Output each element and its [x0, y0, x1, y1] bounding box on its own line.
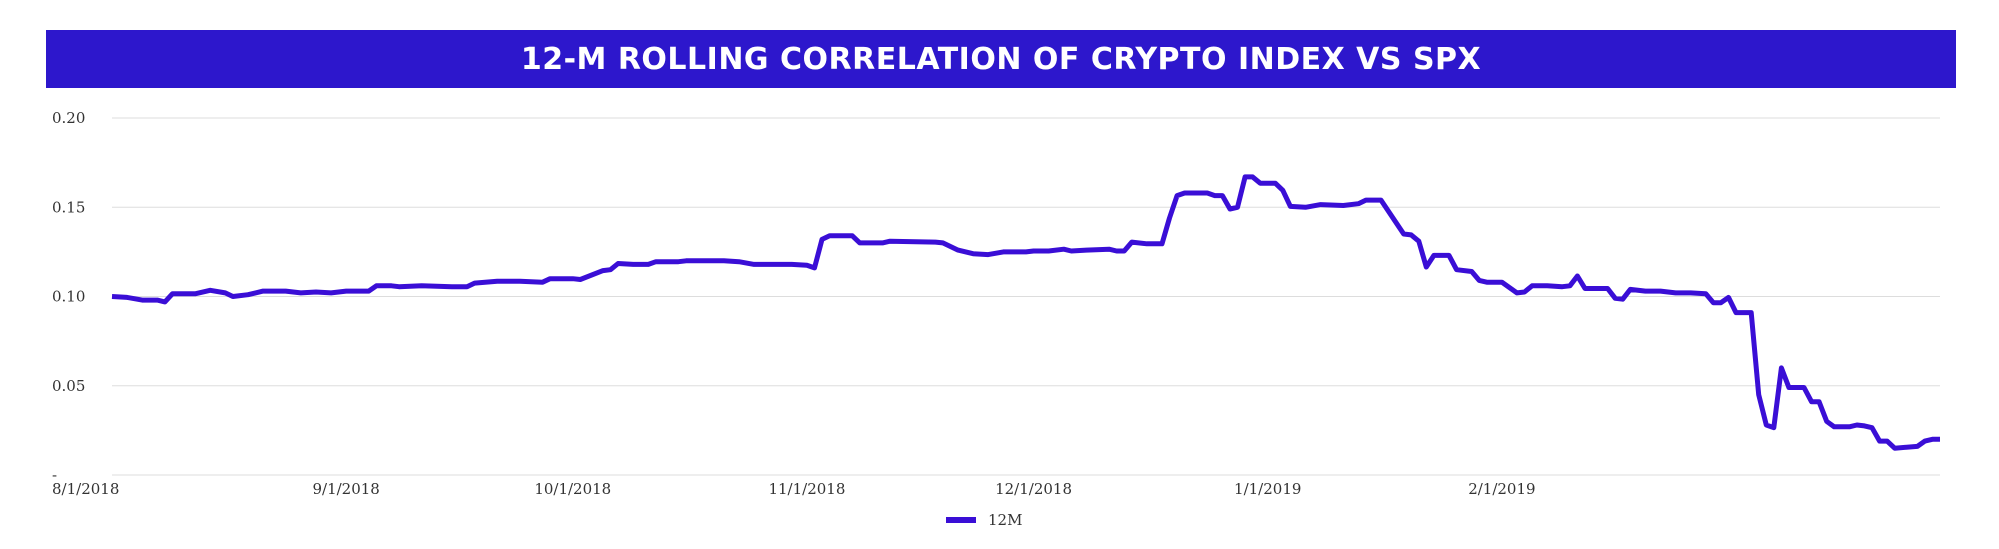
- x-tick-label-5: 1/1/2019: [1234, 480, 1301, 498]
- legend-label-12M: 12M: [988, 511, 1022, 529]
- chart-title: 12-M ROLLING CORRELATION OF CRYPTO INDEX…: [520, 41, 1482, 77]
- chart-title-bar: 12-M ROLLING CORRELATION OF CRYPTO INDEX…: [46, 30, 1956, 88]
- y-tick-label-2: 0.10: [52, 288, 85, 306]
- x-tick-label-2: 10/1/2018: [534, 480, 611, 498]
- x-tick-label-4: 12/1/2018: [995, 480, 1072, 498]
- y-tick-label-4: 0.20: [52, 109, 85, 127]
- y-tick-label-0: -: [52, 466, 57, 484]
- grid: [112, 117, 1940, 476]
- y-axis-ticks: - 0.05 0.10 0.15 0.20: [52, 109, 85, 484]
- legend-swatch-12M: [946, 517, 976, 523]
- legend: 12M: [946, 511, 1022, 529]
- y-tick-label-3: 0.15: [52, 198, 85, 216]
- series-layer: [111, 174, 1940, 451]
- series-line-12M: [111, 174, 1940, 451]
- y-tick-label-1: 0.05: [52, 377, 85, 395]
- x-tick-label-1: 9/1/2018: [312, 480, 379, 498]
- x-axis-ticks: 8/1/2018 9/1/2018 10/1/2018 11/1/2018 12/1/2…: [52, 480, 1536, 498]
- x-tick-label-0: 8/1/2018: [52, 480, 119, 498]
- x-tick-label-3: 11/1/2018: [768, 480, 845, 498]
- x-tick-label-6: 2/1/2019: [1468, 480, 1535, 498]
